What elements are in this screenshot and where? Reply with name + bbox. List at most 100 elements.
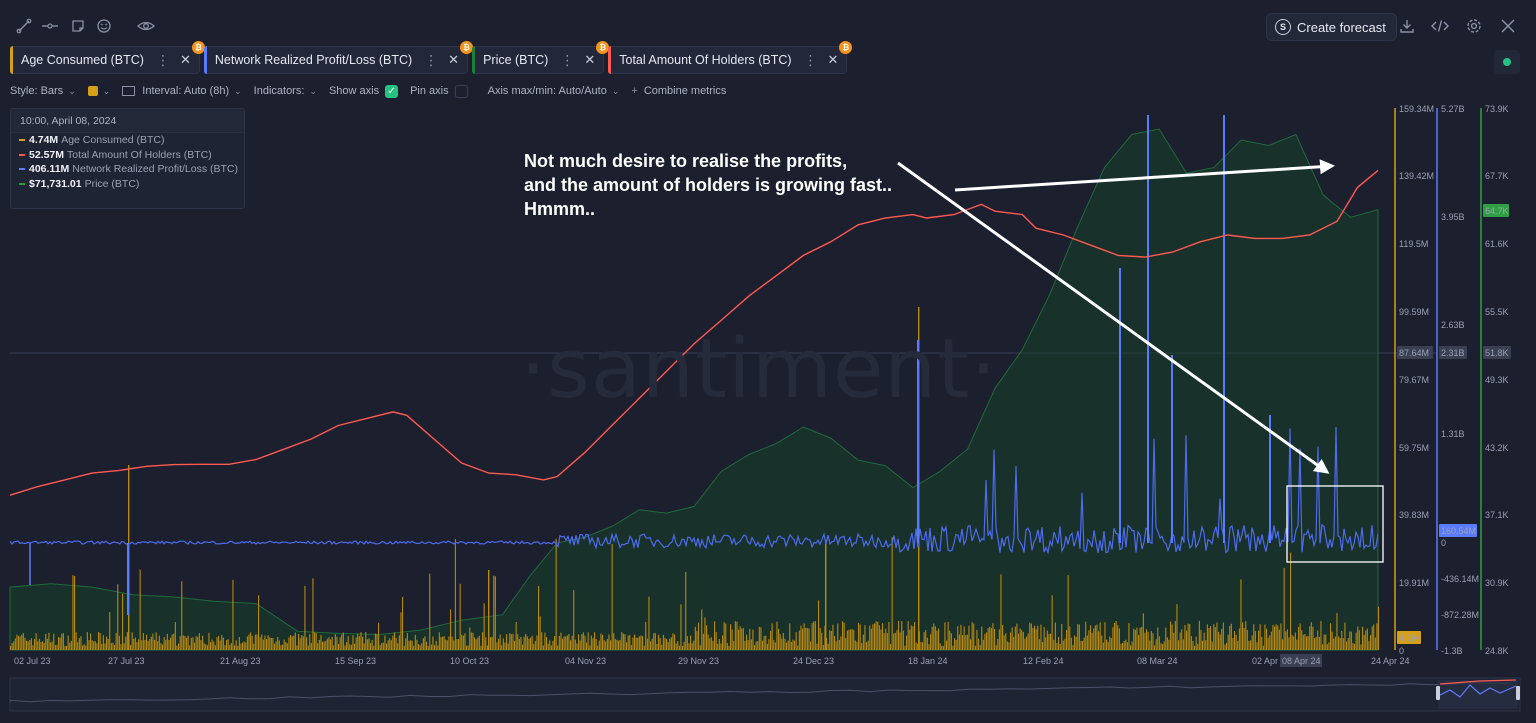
age-bar: [837, 623, 839, 650]
age-axis-marker-bg: [1397, 346, 1433, 359]
age-bar: [138, 639, 140, 650]
age-bar: [688, 643, 690, 650]
interval-select[interactable]: Interval: Auto (8h) ⌄: [122, 85, 242, 97]
age-bar: [1158, 636, 1160, 650]
age-bar: [1083, 637, 1085, 650]
more-options-icon[interactable]: ⋮: [155, 51, 170, 68]
age-bar: [277, 637, 279, 650]
age-bar: [234, 645, 236, 650]
eye-icon[interactable]: [136, 16, 156, 36]
age-bar: [347, 636, 349, 650]
age-bar: [251, 636, 253, 650]
age-bar: [960, 624, 962, 650]
age-bar: [986, 632, 988, 650]
age-axis-tick: 99.59M: [1399, 307, 1429, 317]
age-bar: [413, 645, 415, 650]
note-icon[interactable]: [68, 16, 88, 36]
download-icon[interactable]: [1397, 16, 1417, 36]
age-bar: [357, 633, 359, 650]
legend-value: 406.11M: [29, 163, 70, 175]
metric-chip-total-holders[interactable]: Total Amount Of Holders (BTC) ⋮ ✕ ₿: [608, 41, 853, 74]
age-bar: [602, 634, 604, 650]
age-bar: [312, 578, 314, 650]
remove-metric-icon[interactable]: ✕: [584, 52, 596, 67]
age-bar: [629, 635, 631, 650]
pin-axis-toggle[interactable]: Pin axis: [410, 84, 468, 98]
age-bar: [984, 633, 986, 650]
age-bar: [70, 640, 72, 650]
color-select[interactable]: ⌄: [87, 86, 110, 97]
pl-axis-tick: -1.3B: [1441, 646, 1463, 656]
age-bar: [518, 639, 520, 650]
embed-code-icon[interactable]: [1430, 16, 1450, 36]
age-bar: [80, 636, 82, 650]
settings-icon[interactable]: [1464, 16, 1484, 36]
age-bar: [730, 624, 732, 650]
create-forecast-button[interactable]: S Create forecast: [1266, 13, 1397, 41]
age-bar: [142, 633, 144, 650]
age-bar: [1205, 640, 1207, 650]
close-icon[interactable]: [1498, 16, 1518, 36]
metric-chip-age-consumed[interactable]: Age Consumed (BTC) ⋮ ✕ ₿: [10, 41, 205, 74]
age-bar: [93, 641, 95, 650]
line-draw-icon[interactable]: [14, 16, 34, 36]
more-options-icon[interactable]: ⋮: [424, 51, 439, 68]
age-bar: [194, 642, 196, 650]
show-axis-toggle[interactable]: Show axis ✓: [329, 84, 399, 98]
age-bar: [802, 628, 804, 650]
age-bar: [125, 636, 127, 650]
age-bar: [173, 633, 175, 650]
age-bar: [1090, 625, 1092, 650]
checkbox-unchecked-icon[interactable]: [454, 84, 468, 98]
age-bar: [434, 645, 436, 650]
age-bar: [624, 634, 626, 650]
age-bar: [1002, 624, 1004, 650]
segment-icon[interactable]: [40, 16, 60, 36]
metric-chip-price[interactable]: Price (BTC) ⋮ ✕ ₿: [472, 41, 610, 74]
chevron-down-icon: ⌄: [234, 85, 242, 96]
age-bar: [574, 639, 576, 650]
age-bar: [1293, 636, 1295, 650]
pl-axis-tick: 0: [1441, 538, 1446, 548]
age-bar: [1149, 640, 1151, 650]
age-bar: [1091, 633, 1093, 650]
age-bar: [1208, 628, 1210, 650]
annotation-line: Hmmm..: [524, 199, 596, 219]
age-bar: [958, 634, 960, 650]
age-bar: [546, 637, 548, 650]
age-bar: [843, 622, 845, 650]
metric-chip-network-realized-pl[interactable]: Network Realized Profit/Loss (BTC) ⋮ ✕ ₿: [203, 41, 474, 74]
price-axis-current: 64.7K: [1485, 206, 1509, 216]
age-bar: [1358, 630, 1360, 650]
age-bar: [1032, 627, 1034, 650]
age-bar: [22, 633, 24, 650]
metric-color-bar: [203, 46, 207, 74]
age-bar: [915, 642, 917, 650]
legend-value: 4.74M: [29, 134, 59, 146]
style-select[interactable]: Style: Bars ⌄: [10, 85, 76, 97]
age-bar: [1163, 641, 1165, 650]
age-bar: [998, 629, 1000, 650]
price-axis-tick: 55.5K: [1485, 307, 1509, 317]
emoji-icon[interactable]: [94, 16, 114, 36]
age-bar: [1374, 637, 1376, 650]
indicators-select[interactable]: Indicators: ⌄: [254, 85, 317, 97]
age-bar: [1096, 624, 1098, 650]
remove-metric-icon[interactable]: ✕: [827, 52, 839, 67]
checkbox-checked-icon[interactable]: ✓: [385, 84, 399, 98]
combine-metrics-button[interactable]: + Combine metrics: [631, 85, 726, 97]
age-bar: [46, 638, 48, 650]
live-toggle[interactable]: [1494, 50, 1520, 74]
more-options-icon[interactable]: ⋮: [560, 51, 575, 68]
age-bar: [525, 634, 527, 650]
more-options-icon[interactable]: ⋮: [803, 51, 818, 68]
age-bar: [482, 632, 484, 650]
age-bar: [926, 637, 928, 650]
age-bar: [368, 638, 370, 650]
remove-metric-icon[interactable]: ✕: [448, 52, 460, 67]
age-bar: [432, 636, 434, 650]
axis-minmax-select[interactable]: Axis max/min: Auto/Auto ⌄: [488, 85, 620, 97]
age-bar: [248, 634, 250, 650]
remove-metric-icon[interactable]: ✕: [179, 52, 191, 67]
